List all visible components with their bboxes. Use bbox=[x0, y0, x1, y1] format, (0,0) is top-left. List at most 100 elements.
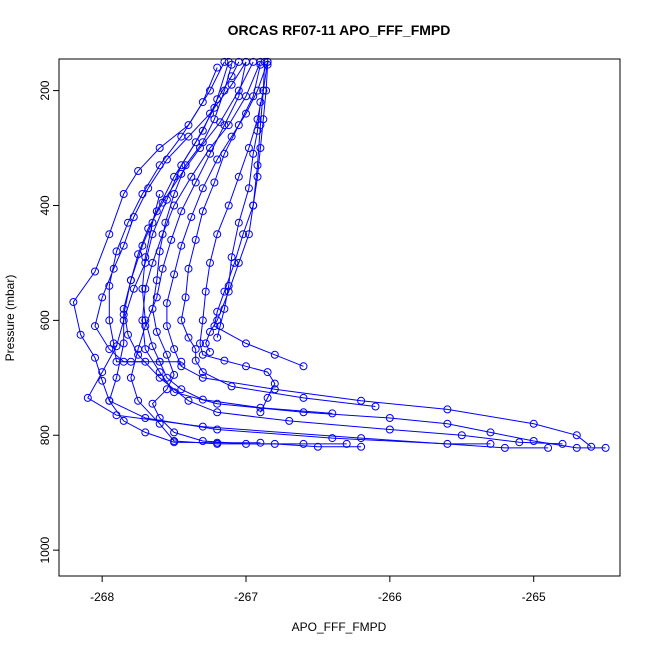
data-point bbox=[213, 438, 222, 447]
series-line bbox=[180, 64, 376, 407]
series-9 bbox=[201, 60, 272, 356]
data-point bbox=[270, 350, 279, 359]
series-line bbox=[87, 61, 549, 449]
data-point bbox=[313, 442, 322, 451]
data-point bbox=[256, 403, 265, 412]
data-point bbox=[206, 144, 214, 152]
data-point bbox=[119, 339, 128, 348]
series-6 bbox=[162, 57, 596, 451]
series-13 bbox=[105, 57, 265, 447]
data-point bbox=[162, 322, 171, 331]
data-point bbox=[371, 402, 380, 411]
data-point bbox=[249, 201, 258, 210]
data-point bbox=[124, 330, 132, 339]
data-point bbox=[187, 213, 196, 221]
data-point bbox=[191, 235, 200, 244]
data-point bbox=[170, 270, 179, 279]
data-point bbox=[220, 149, 229, 158]
data-point bbox=[299, 439, 308, 448]
data-point bbox=[162, 385, 171, 394]
data-point bbox=[155, 161, 164, 170]
data-point bbox=[206, 327, 214, 336]
series-layer bbox=[69, 57, 610, 452]
data-point bbox=[220, 121, 229, 130]
data-point bbox=[587, 442, 596, 451]
series-line bbox=[141, 61, 606, 449]
data-point bbox=[119, 416, 128, 425]
x-tick-label: -267 bbox=[234, 590, 258, 604]
data-point bbox=[98, 376, 107, 385]
data-point bbox=[206, 348, 214, 356]
data-point bbox=[227, 382, 236, 391]
data-point bbox=[328, 434, 337, 443]
y-tick-label: 200 bbox=[38, 80, 52, 100]
data-point bbox=[529, 419, 538, 428]
data-point bbox=[443, 405, 452, 414]
data-point bbox=[234, 92, 243, 101]
data-point bbox=[148, 304, 157, 313]
data-point bbox=[227, 253, 236, 262]
data-point bbox=[124, 218, 132, 227]
data-point bbox=[601, 443, 610, 452]
data-point bbox=[260, 57, 269, 66]
series-line bbox=[216, 102, 261, 338]
data-point bbox=[270, 379, 279, 388]
data-point bbox=[220, 57, 229, 66]
data-point bbox=[177, 385, 186, 394]
data-point bbox=[105, 281, 114, 290]
data-point bbox=[259, 86, 268, 95]
plot-area bbox=[58, 57, 621, 577]
data-point bbox=[191, 178, 200, 187]
data-point bbox=[216, 322, 225, 331]
data-point bbox=[486, 428, 495, 437]
series-1 bbox=[69, 57, 495, 448]
series-line bbox=[123, 61, 563, 445]
data-point bbox=[244, 144, 253, 152]
data-point bbox=[328, 409, 337, 418]
data-point bbox=[191, 345, 200, 354]
x-tick-label: -268 bbox=[90, 590, 114, 604]
data-point bbox=[529, 437, 538, 445]
y-tick-label: 400 bbox=[38, 195, 52, 215]
data-point bbox=[234, 218, 243, 227]
data-point bbox=[184, 121, 193, 130]
data-point bbox=[152, 207, 161, 216]
data-point bbox=[242, 362, 250, 371]
data-point bbox=[105, 396, 114, 405]
data-point bbox=[152, 327, 161, 336]
data-point bbox=[285, 416, 294, 425]
data-point bbox=[256, 98, 265, 107]
data-point bbox=[141, 322, 150, 331]
data-point bbox=[234, 172, 243, 181]
data-point bbox=[170, 370, 179, 379]
data-point bbox=[224, 121, 233, 130]
data-point bbox=[342, 439, 351, 448]
data-point bbox=[181, 161, 190, 170]
data-point bbox=[177, 241, 186, 250]
data-point bbox=[263, 368, 272, 377]
data-point bbox=[177, 316, 186, 325]
series-8 bbox=[196, 57, 279, 417]
data-point bbox=[170, 345, 179, 354]
data-point bbox=[134, 167, 143, 175]
data-point bbox=[177, 161, 186, 170]
data-point bbox=[206, 109, 214, 118]
data-point bbox=[148, 342, 157, 351]
data-point bbox=[213, 408, 222, 417]
data-point bbox=[161, 218, 170, 227]
data-point bbox=[177, 362, 186, 371]
data-point bbox=[141, 414, 150, 422]
data-point bbox=[515, 438, 524, 447]
series-11 bbox=[126, 57, 366, 451]
x-tick-label: -266 bbox=[378, 590, 402, 604]
series-line bbox=[108, 67, 218, 363]
data-point bbox=[213, 333, 222, 342]
data-point bbox=[98, 293, 107, 302]
data-point bbox=[198, 98, 207, 107]
data-point bbox=[256, 144, 265, 152]
data-point bbox=[148, 399, 157, 408]
data-point bbox=[299, 408, 308, 417]
data-point bbox=[213, 63, 222, 72]
data-point bbox=[105, 230, 114, 239]
